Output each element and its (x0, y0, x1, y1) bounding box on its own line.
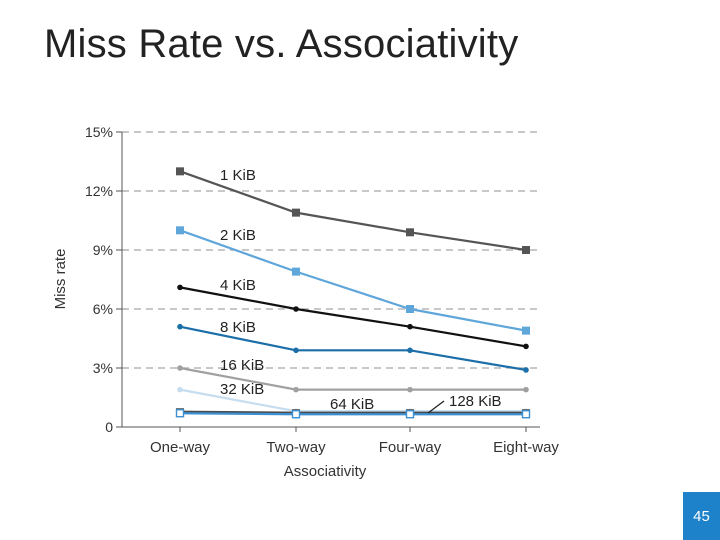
x-axis-label: Associativity (284, 463, 367, 480)
data-point (407, 386, 413, 393)
page-number: 45 (683, 492, 720, 540)
data-point (292, 208, 300, 217)
y-tick-label: 12% (85, 183, 113, 199)
y-tick-label: 0 (105, 419, 113, 435)
data-point (522, 326, 530, 335)
y-tick-label: 6% (93, 301, 113, 317)
data-point (175, 409, 185, 418)
series-line (179, 388, 526, 413)
series-line (179, 170, 527, 252)
x-tick-label: Eight-way (493, 439, 559, 456)
series-4-kib (177, 284, 529, 350)
series-label: 8 KiB (220, 319, 256, 336)
series-labels: 1 KiB 2 KiB 4 KiB 8 KiB 16 KiB 32 KiB 64 KiB 12… (220, 167, 502, 414)
y-axis-label: Miss rate (52, 249, 69, 310)
data-point (177, 284, 183, 291)
data-point (523, 386, 529, 393)
data-point (521, 410, 531, 419)
series-2-kib (176, 226, 530, 335)
data-point (523, 343, 529, 350)
series-line (179, 286, 527, 348)
data-point (522, 246, 530, 254)
series-8-kib (177, 323, 529, 373)
series-1-kib (176, 167, 530, 254)
series-128-kib (175, 409, 531, 419)
y-tick-label: 15% (85, 124, 113, 140)
data-point (177, 323, 183, 330)
series-line (179, 412, 526, 416)
axes (116, 131, 540, 432)
x-tick-labels: One-way Two-way Four-way Eight-way (150, 439, 559, 456)
slide-title: Miss Rate vs. Associativity (44, 22, 519, 66)
y-tick-labels: 0 3% 6% 9% 12% 15% (85, 124, 113, 435)
data-point (176, 167, 184, 176)
data-point (406, 228, 414, 237)
data-point (407, 323, 413, 330)
data-point (177, 386, 183, 393)
data-point (407, 347, 413, 354)
series-lines (175, 167, 531, 419)
series-line (179, 229, 527, 332)
series-label: 2 KiB (220, 227, 256, 244)
y-tick-label: 3% (93, 360, 113, 376)
data-point (292, 267, 300, 276)
series-label: 4 KiB (220, 277, 256, 294)
data-point (293, 347, 299, 354)
series-label: 128 KiB (449, 393, 502, 410)
x-tick-label: Two-way (266, 439, 326, 456)
data-point (176, 226, 184, 235)
series-label: 32 KiB (220, 381, 264, 398)
series-16-kib (177, 365, 529, 393)
series-label: 64 KiB (330, 396, 374, 413)
data-point (405, 410, 415, 419)
series-label: 16 KiB (220, 357, 264, 374)
data-point (293, 386, 299, 393)
x-tick-label: Four-way (379, 439, 442, 456)
series-label: 1 KiB (220, 167, 256, 184)
data-point (406, 305, 414, 313)
miss-rate-chart: 0 3% 6% 9% 12% 15% One-way Two-way Four-way Eigh… (52, 124, 559, 480)
grid-lines (122, 131, 540, 369)
series-line (179, 325, 527, 372)
series-line (179, 366, 526, 391)
data-point (177, 365, 183, 371)
label-leader-line (427, 400, 445, 414)
data-point (293, 306, 299, 312)
x-tick-label: One-way (150, 439, 211, 456)
y-tick-label: 9% (93, 242, 113, 258)
data-point (291, 410, 301, 419)
data-point (523, 367, 529, 373)
